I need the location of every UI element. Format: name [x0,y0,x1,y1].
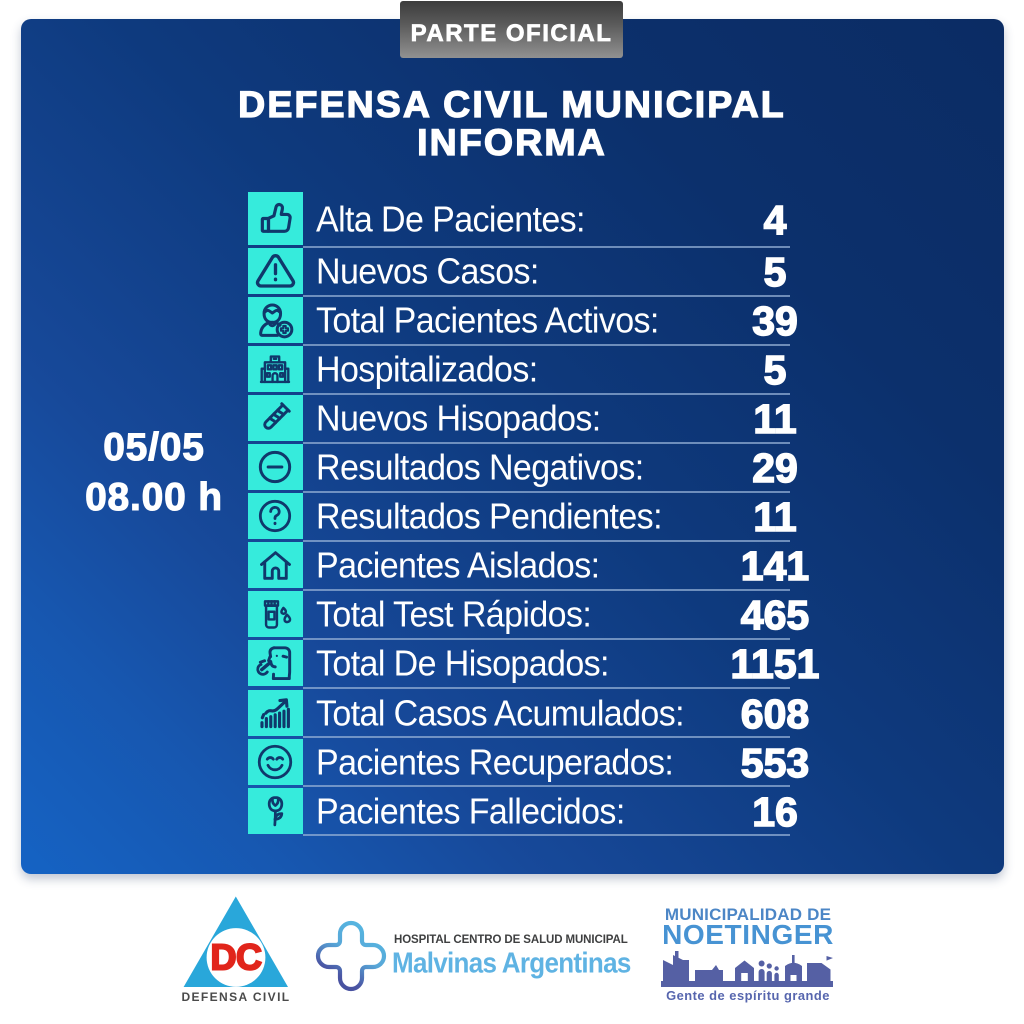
svg-text:DEFENSA CIVIL: DEFENSA CIVIL [181,990,290,1004]
svg-text:DC: DC [211,937,262,978]
